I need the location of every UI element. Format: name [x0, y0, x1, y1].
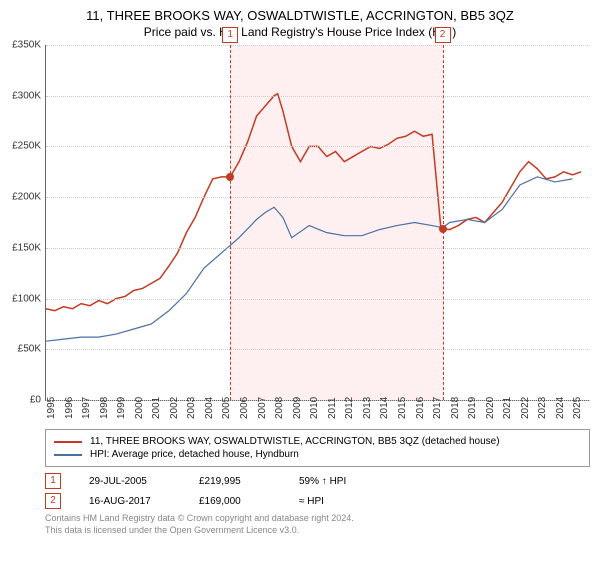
plot-area: £0£50K£100K£150K£200K£250K£300K£350K1995…	[45, 45, 590, 401]
series-hpi	[46, 177, 572, 341]
legend-swatch	[54, 441, 82, 443]
sale-marker-box: 1	[222, 27, 238, 43]
gridline	[46, 197, 590, 198]
chart-subtitle: Price paid vs. HM Land Registry's House …	[0, 25, 600, 39]
x-axis-label: 2003	[186, 397, 197, 419]
gridline	[46, 96, 590, 97]
gridline	[46, 299, 590, 300]
y-axis-label: £0	[1, 395, 41, 406]
gridline	[46, 248, 590, 249]
y-axis-label: £50K	[1, 344, 41, 355]
x-axis-label: 2016	[415, 397, 426, 419]
gridline	[46, 45, 590, 46]
y-axis-label: £350K	[1, 40, 41, 51]
x-axis-label: 2007	[257, 397, 268, 419]
x-axis-label: 2023	[537, 397, 548, 419]
x-axis-label: 2015	[397, 397, 408, 419]
footer-line-1: Contains HM Land Registry data © Crown c…	[45, 513, 590, 525]
x-axis-label: 1999	[116, 397, 127, 419]
y-axis-label: £200K	[1, 192, 41, 203]
sale-marker-box: 2	[435, 27, 451, 43]
x-axis-label: 1998	[99, 397, 110, 419]
sale-point	[226, 173, 234, 181]
x-axis-label: 2013	[362, 397, 373, 419]
legend-label: HPI: Average price, detached house, Hynd…	[90, 449, 299, 460]
sale-point	[439, 225, 447, 233]
legend-label: 11, THREE BROOKS WAY, OSWALDTWISTLE, ACC…	[90, 436, 500, 447]
x-axis-label: 2011	[327, 397, 338, 419]
x-axis-label: 2000	[134, 397, 145, 419]
gridline	[46, 146, 590, 147]
x-axis-label: 2018	[450, 397, 461, 419]
x-axis-label: 2008	[274, 397, 285, 419]
x-axis-label: 2004	[204, 397, 215, 419]
sale-marker: 1	[45, 473, 61, 489]
sale-row: 1 29-JUL-2005£219,99559% ↑ HPI	[45, 473, 590, 489]
sale-row: 2 16-AUG-2017£169,000≈ HPI	[45, 493, 590, 509]
sale-date: 16-AUG-2017	[89, 496, 199, 507]
x-axis-label: 2002	[169, 397, 180, 419]
footer: Contains HM Land Registry data © Crown c…	[45, 513, 590, 536]
sale-marker: 2	[45, 493, 61, 509]
sale-price: £169,000	[199, 496, 299, 507]
sale-pct: ≈ HPI	[299, 496, 399, 507]
sales-table: 1 29-JUL-2005£219,99559% ↑ HPI 2 16-AUG-201…	[45, 473, 590, 509]
x-axis-label: 2010	[309, 397, 320, 419]
sale-price: £219,995	[199, 476, 299, 487]
sale-vline	[443, 45, 444, 400]
legend: 11, THREE BROOKS WAY, OSWALDTWISTLE, ACC…	[45, 429, 590, 467]
x-axis-label: 2006	[239, 397, 250, 419]
sale-vline	[230, 45, 231, 400]
y-axis-label: £300K	[1, 90, 41, 101]
x-axis-label: 2025	[572, 397, 583, 419]
x-axis-label: 2019	[467, 397, 478, 419]
x-axis-label: 2005	[221, 397, 232, 419]
sale-date: 29-JUL-2005	[89, 476, 199, 487]
x-axis-label: 1996	[64, 397, 75, 419]
x-axis-label: 2021	[502, 397, 513, 419]
chart-container: 11, THREE BROOKS WAY, OSWALDTWISTLE, ACC…	[0, 8, 600, 568]
x-axis-label: 2009	[292, 397, 303, 419]
y-axis-label: £100K	[1, 293, 41, 304]
x-axis-label: 2012	[344, 397, 355, 419]
legend-row: 11, THREE BROOKS WAY, OSWALDTWISTLE, ACC…	[54, 436, 581, 447]
series-property	[46, 94, 581, 311]
legend-row: HPI: Average price, detached house, Hynd…	[54, 449, 581, 460]
line-svg	[46, 45, 590, 400]
footer-line-2: This data is licensed under the Open Gov…	[45, 525, 590, 537]
x-axis-label: 2014	[379, 397, 390, 419]
x-axis-label: 2001	[151, 397, 162, 419]
x-axis-label: 1995	[46, 397, 57, 419]
chart-title: 11, THREE BROOKS WAY, OSWALDTWISTLE, ACC…	[0, 8, 600, 23]
x-axis-label: 1997	[81, 397, 92, 419]
y-axis-label: £250K	[1, 141, 41, 152]
x-axis-label: 2020	[485, 397, 496, 419]
sale-pct: 59% ↑ HPI	[299, 476, 399, 487]
x-axis-label: 2017	[432, 397, 443, 419]
gridline	[46, 349, 590, 350]
y-axis-label: £150K	[1, 242, 41, 253]
x-axis-label: 2022	[520, 397, 531, 419]
x-axis-label: 2024	[555, 397, 566, 419]
legend-swatch	[54, 454, 82, 456]
